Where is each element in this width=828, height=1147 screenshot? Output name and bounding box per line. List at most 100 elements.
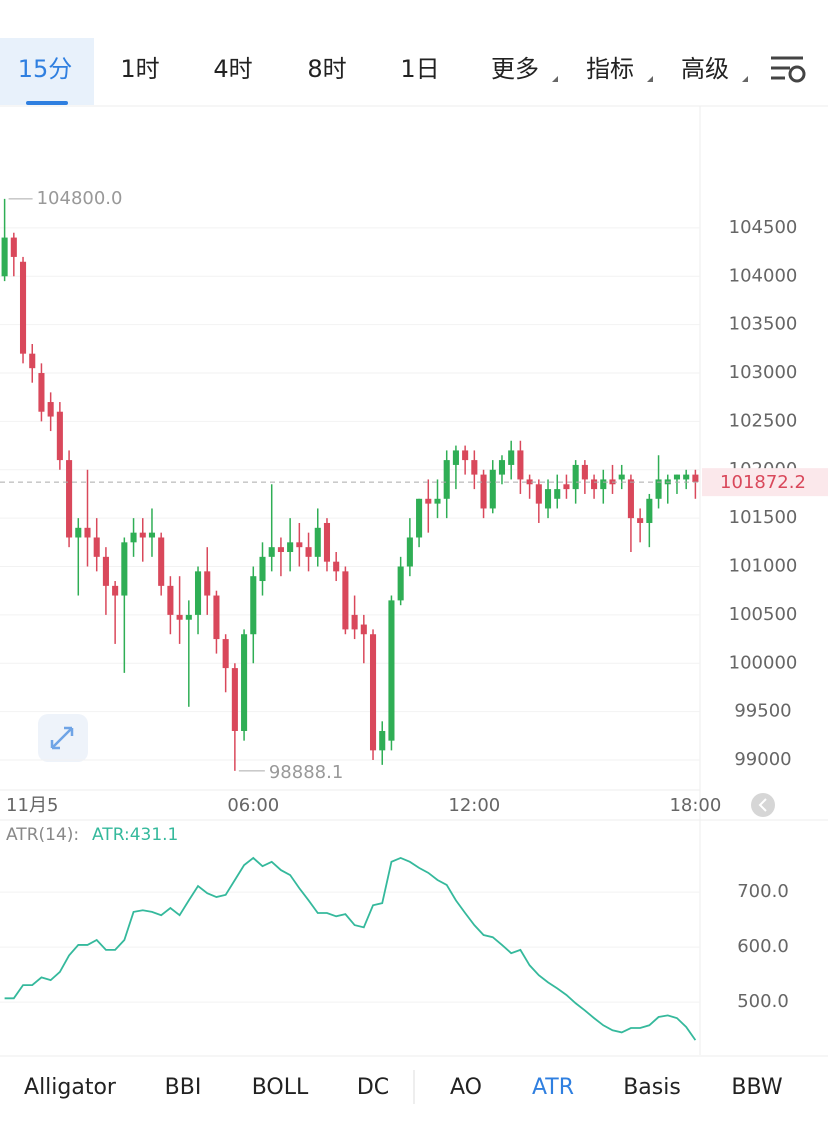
timeframe-tab[interactable]: 更多 xyxy=(491,55,539,83)
timeframe-tab[interactable]: 高级 xyxy=(681,55,729,83)
y-tick-label: 99500 xyxy=(734,701,791,722)
y-tick-label: 100500 xyxy=(729,604,798,625)
candle-body xyxy=(443,460,450,499)
candle-body xyxy=(139,532,146,538)
candle-body xyxy=(591,479,598,490)
candle-body xyxy=(250,576,257,635)
candle-body xyxy=(333,561,340,572)
candle-body xyxy=(508,450,515,465)
settings-icon[interactable] xyxy=(771,56,806,83)
timeframe-tab[interactable]: 1时 xyxy=(120,55,159,83)
candle-body xyxy=(305,547,312,557)
last-price-box xyxy=(702,468,828,497)
candle-body xyxy=(204,571,211,596)
low-marker-label: 98888.1 xyxy=(269,762,343,783)
candle-body xyxy=(84,527,91,538)
y-tick-label: 103500 xyxy=(729,314,798,335)
expand-button[interactable] xyxy=(38,714,88,762)
candle-body xyxy=(434,498,441,504)
atr-line xyxy=(4,856,697,1041)
candle-body xyxy=(176,614,183,620)
indicator-title: ATR(14): xyxy=(6,825,79,845)
candle-body xyxy=(93,537,100,557)
y-tick-label: 101500 xyxy=(729,507,798,528)
timeframe-tab[interactable]: 4时 xyxy=(213,55,252,83)
candle-body xyxy=(241,634,248,731)
candle-body xyxy=(379,730,386,751)
candle-body xyxy=(185,614,192,620)
y-tick-label: 104000 xyxy=(729,265,798,286)
candle-body xyxy=(572,464,579,490)
timeframe-tab[interactable]: 15分 xyxy=(18,55,73,83)
x-tick-label: 06:00 xyxy=(227,795,279,816)
y-tick-label: 104500 xyxy=(729,217,798,238)
candle-body xyxy=(296,542,303,548)
scroll-end-button[interactable] xyxy=(751,793,775,817)
candle-body xyxy=(231,668,238,731)
y-tick-label: 101000 xyxy=(729,556,798,577)
candle-body xyxy=(655,479,662,499)
candle-body xyxy=(544,489,552,509)
candle-body xyxy=(102,556,109,586)
indicator-tab[interactable]: BOLL xyxy=(252,1075,309,1100)
y-tick-label: 700.0 xyxy=(737,881,789,902)
timeframe-tab[interactable]: 8时 xyxy=(307,55,346,83)
candle-body xyxy=(38,373,45,412)
candle-body xyxy=(1,237,8,277)
candle-body xyxy=(10,237,17,257)
candle-body xyxy=(618,474,625,480)
candle-body xyxy=(194,571,202,615)
candle-body xyxy=(462,450,469,461)
indicator-tab[interactable]: AO xyxy=(450,1075,482,1100)
x-tick-label: 12:00 xyxy=(448,795,500,816)
x-tick-label: 11月5 xyxy=(6,795,58,816)
y-tick-label: 500.0 xyxy=(737,991,789,1012)
indicator-tab[interactable]: BBI xyxy=(165,1075,202,1100)
candle-body xyxy=(323,522,331,562)
candle-body xyxy=(158,537,165,586)
active-tab-bg xyxy=(0,38,94,105)
candle-body xyxy=(489,469,496,509)
timeframe-tab[interactable]: 指标 xyxy=(586,55,634,83)
indicator-tab[interactable]: Alligator xyxy=(24,1075,117,1100)
candle-body xyxy=(259,556,266,582)
indicator-tab[interactable]: Basis xyxy=(623,1075,681,1100)
candle-body xyxy=(480,474,487,509)
candle-body xyxy=(563,484,570,490)
candle-body xyxy=(452,450,459,465)
candle-body xyxy=(351,614,358,630)
candle-body xyxy=(47,402,54,417)
candle-body xyxy=(222,639,229,669)
candle-body xyxy=(56,411,63,461)
candle-body xyxy=(471,460,478,475)
candle-body xyxy=(388,600,395,741)
y-tick-label: 99000 xyxy=(734,749,791,770)
dropdown-caret xyxy=(647,76,653,82)
indicator-tab[interactable]: ATR xyxy=(532,1075,574,1100)
candle-body xyxy=(287,542,294,553)
candle-body xyxy=(167,585,174,615)
candle-body xyxy=(75,527,82,538)
candle-body xyxy=(66,460,73,538)
candle-body xyxy=(581,464,588,480)
candle-body xyxy=(600,479,607,490)
candle-body xyxy=(517,450,524,480)
y-tick-label: 103000 xyxy=(729,362,798,383)
candle-body xyxy=(369,634,377,751)
candle-body xyxy=(692,474,699,483)
last-price-label: 101872.2 xyxy=(720,472,806,493)
y-tick-label: 100000 xyxy=(729,652,798,673)
candle-body xyxy=(360,624,367,635)
dropdown-caret xyxy=(742,76,748,82)
indicator-tab[interactable]: DC xyxy=(357,1075,389,1100)
candle-body xyxy=(397,566,404,601)
high-marker-label: 104800.0 xyxy=(37,188,123,209)
candle-body xyxy=(673,474,681,480)
candle-body xyxy=(535,484,542,504)
indicator-tab[interactable]: BBW xyxy=(731,1075,782,1100)
timeframe-tab[interactable]: 1日 xyxy=(400,55,439,83)
candle-body xyxy=(29,353,36,369)
candle-body xyxy=(342,571,349,630)
candle-body xyxy=(277,547,284,553)
